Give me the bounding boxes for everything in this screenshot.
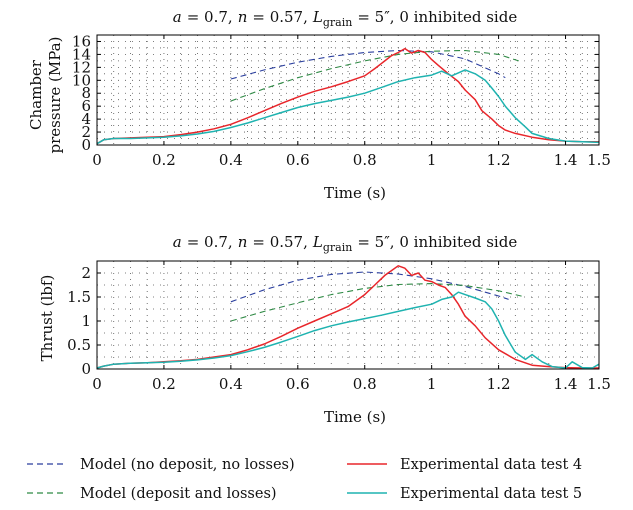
pressure-x-tick-label: 1.2 [487,151,511,169]
legend-label-model-no-deposit: Model (no deposit, no losses) [80,457,295,473]
pressure-x-tick-label: 1.5 [587,151,611,169]
thrust-y-ticks: 0 0.5 1 1.5 2 [67,264,599,378]
thrust-y-axis-label: Thrust (lbf) [38,275,56,362]
thrust-x-tick-label: 1.4 [554,375,578,393]
legend-item-model-deposit: Model (deposit and losses) [27,486,277,502]
pressure-x-tick-label: 0 [92,151,102,169]
pressure-x-tick-label: 0.8 [353,151,377,169]
pressure-y-tick-label: 2 [81,123,91,141]
pressure-y-axis-label-line1: Chamber [27,59,45,130]
thrust-series-0-line [230,271,509,303]
legend-label-test-5: Experimental data test 5 [400,486,582,502]
thrust-x-ticks: 0 0.2 0.4 0.6 0.8 1 1.2 1.4 1.5 [92,261,611,393]
thrust-plot-frame [96,260,600,370]
pressure-y-tick-label: 10 [72,71,91,89]
legend-label-test-4: Experimental data test 4 [400,457,582,473]
pressure-series-2-line [96,47,599,145]
pressure-x-axis-label: Time (s) [324,184,386,202]
pressure-series-1-line [230,49,519,102]
thrust-x-tick-label: 0 [92,375,102,393]
pressure-x-ticks: 0 0.2 0.4 0.6 0.8 1 1.2 1.4 1.5 [92,35,611,169]
thrust-y-tick-label: 2 [81,264,91,282]
thrust-grid [97,261,599,369]
legend-label-model-deposit: Model (deposit and losses) [80,486,277,502]
legend-item-model-no-deposit: Model (no deposit, no losses) [27,457,295,473]
pressure-series [96,47,600,145]
thrust-x-axis-label: Time (s) [324,408,386,426]
pressure-x-tick-label: 0.4 [219,151,243,169]
thrust-y-tick-label: 0 [81,360,91,378]
thrust-y-tick-label: 1 [81,312,91,330]
pressure-series-3-line [96,69,600,145]
legend-item-test-4: Experimental data test 4 [347,457,582,473]
pressure-y-tick-label: 14 [72,45,91,63]
pressure-y-tick-label: 12 [72,58,91,76]
pressure-plot-frame [96,34,600,146]
pressure-y-axis-label-line2: pressure (MPa) [46,37,64,154]
legend: Model (no deposit, no losses) Experiment… [27,457,582,502]
pressure-grid [97,35,599,145]
pressure-series-0-line [230,49,506,80]
thrust-series-3-line [96,291,600,369]
thrust-x-tick-label: 1 [427,375,437,393]
thrust-chart: a = 0.7, n = 0.57, Lgrain = 5″, 0 inhibited s… [38,233,611,426]
thrust-x-tick-label: 1.2 [487,375,511,393]
thrust-chart-title: a = 0.7, n = 0.57, Lgrain = 5″, 0 inhibited s… [173,233,518,254]
pressure-x-tick-label: 0.2 [152,151,176,169]
thrust-x-tick-label: 0.6 [286,375,310,393]
pressure-x-tick-label: 0.6 [286,151,310,169]
thrust-series-2-line [96,265,599,369]
pressure-y-tick-label: 6 [81,97,91,115]
pressure-y-tick-label: 0 [81,136,91,154]
thrust-y-tick-label: 0.5 [67,336,91,354]
thrust-x-tick-label: 0.2 [152,375,176,393]
thrust-series [96,265,600,369]
thrust-x-tick-label: 0.8 [353,375,377,393]
pressure-chart: a = 0.7, n = 0.57, Lgrain = 5″, 0 inhibited s… [27,8,611,202]
thrust-series-1-line [230,283,526,322]
thrust-x-tick-label: 0.4 [219,375,243,393]
pressure-y-tick-label: 4 [81,110,91,128]
thrust-y-tick-label: 1.5 [67,288,91,306]
thrust-x-tick-label: 1.5 [587,375,611,393]
pressure-y-tick-label: 8 [81,84,91,102]
pressure-x-tick-label: 1 [427,151,437,169]
pressure-x-tick-label: 1.4 [554,151,578,169]
pressure-y-tick-label: 16 [72,32,91,50]
legend-item-test-5: Experimental data test 5 [347,486,582,502]
pressure-chart-title: a = 0.7, n = 0.57, Lgrain = 5″, 0 inhibited s… [173,8,518,29]
